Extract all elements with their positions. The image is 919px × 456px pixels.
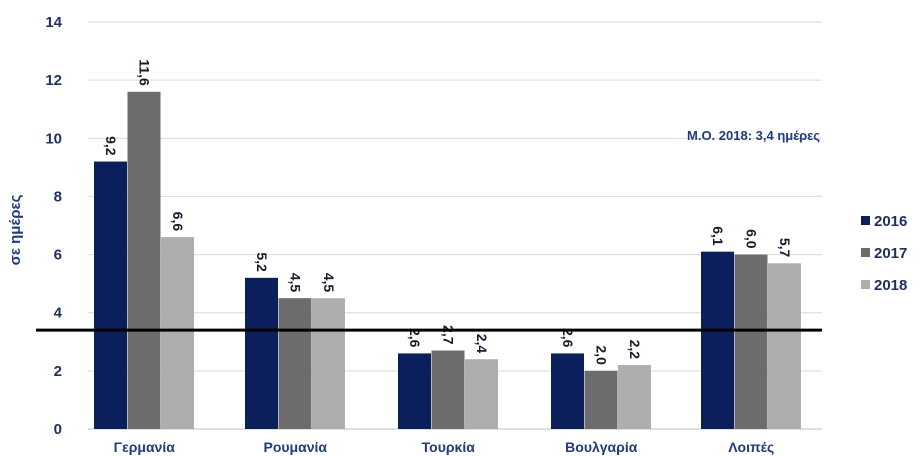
- bar-2018-1: [312, 298, 345, 429]
- y-tick-label: 6: [54, 247, 62, 264]
- bar-2016-0: [94, 161, 127, 430]
- bar-2018-3: [618, 365, 651, 429]
- data-label: 2,2: [627, 340, 643, 360]
- y-tick-label: 2: [54, 363, 62, 380]
- bar-2016-2: [398, 353, 431, 429]
- y-tick-label: 4: [54, 305, 63, 322]
- bar-2018-2: [465, 359, 498, 429]
- data-label: 2,6: [560, 328, 576, 348]
- category-label: Βουλγαρία: [565, 439, 638, 455]
- data-label: 11,6: [136, 59, 152, 86]
- y-tick-label: 12: [45, 72, 62, 89]
- data-label: 5,2: [254, 252, 270, 272]
- data-label: 4,5: [321, 273, 337, 293]
- category-label: Ρουμανία: [264, 439, 328, 455]
- legend-label: 2016: [874, 213, 907, 230]
- legend: 2016 2017 2018: [861, 213, 907, 294]
- legend-swatch-2018: [861, 280, 870, 289]
- legend-swatch-2017: [861, 248, 870, 257]
- category-label: Τουρκία: [422, 439, 476, 455]
- category-label: Γερμανία: [114, 439, 176, 455]
- category-label: Λοιπές: [728, 439, 774, 455]
- data-label: 2,0: [593, 345, 609, 365]
- data-labels: 9,2 11,6 6,6 5,2 4,5 4,5 2,6 2,7 2,4 2,6 2,0 2,2 6,1…: [103, 59, 793, 365]
- bar-2017-2: [431, 350, 465, 429]
- bars: [94, 91, 801, 430]
- y-tick-label: 14: [45, 14, 62, 31]
- reference-line-annotation: Μ.Ο. 2018: 3,4 ημέρες: [687, 128, 820, 143]
- y-tick-label: 0: [54, 421, 62, 438]
- data-label: 6,1: [710, 226, 726, 246]
- category-labels: Γερμανία Ρουμανία Τουρκία Βουλγαρία Λοιπές: [114, 439, 775, 455]
- legend-label: 2017: [874, 245, 907, 262]
- y-axis-ticks: 0 2 4 6 8 10 12 14: [45, 14, 62, 438]
- bar-2017-3: [584, 370, 618, 429]
- y-tick-label: 10: [45, 130, 62, 147]
- y-axis-title: σε ημέρες: [7, 194, 24, 265]
- bar-2016-1: [245, 277, 278, 429]
- bar-2018-0: [161, 237, 194, 429]
- data-label: 5,7: [777, 238, 793, 258]
- bar-2016-4: [701, 251, 734, 429]
- bar-2018-4: [768, 263, 801, 429]
- bar-2017-1: [278, 298, 312, 429]
- data-label: 9,2: [103, 136, 119, 156]
- bar-2017-0: [127, 91, 161, 430]
- legend-label: 2018: [874, 277, 907, 294]
- bar-2017-4: [734, 254, 768, 429]
- data-label: 2,4: [474, 334, 490, 354]
- data-label: 2,6: [407, 328, 423, 348]
- data-label: 2,7: [440, 325, 456, 345]
- legend-swatch-2016: [861, 216, 870, 225]
- data-label: 4,5: [287, 273, 303, 293]
- y-tick-label: 8: [54, 188, 62, 205]
- bar-2016-3: [551, 353, 584, 429]
- data-label: 6,0: [743, 229, 759, 249]
- data-label: 6,6: [170, 212, 186, 232]
